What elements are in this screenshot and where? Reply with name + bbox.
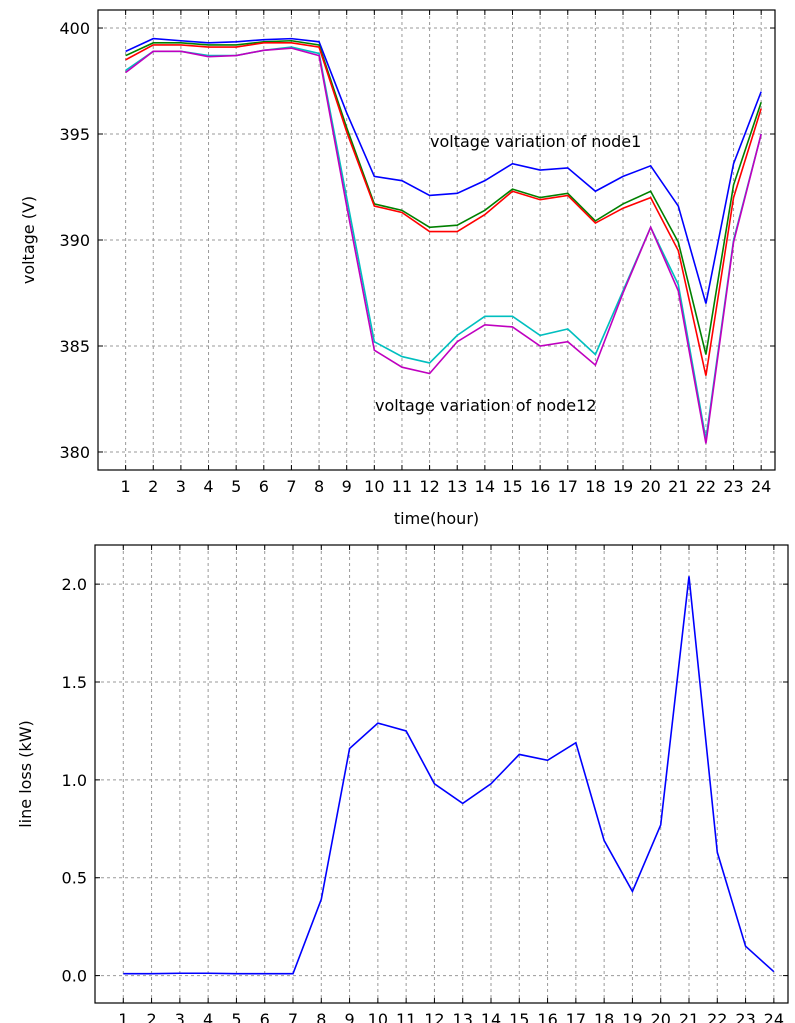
data-line [125, 37, 762, 304]
x-tick-label: 22 [707, 1010, 727, 1023]
x-tick-label: 19 [613, 477, 633, 496]
y-tick-label: 390 [59, 231, 90, 250]
y-tick-label: 1.0 [62, 771, 87, 790]
x-tick-label: 18 [594, 1010, 614, 1023]
x-tick-label: 17 [566, 1010, 586, 1023]
y-tick-label: 400 [59, 19, 90, 38]
y-tick-label: 1.5 [62, 673, 87, 692]
axes-frame [94, 544, 789, 1004]
x-tick-label: 5 [231, 477, 241, 496]
data-line [125, 42, 762, 376]
x-tick-label: 24 [764, 1010, 784, 1023]
x-tick-label: 18 [585, 477, 605, 496]
axes-frame [97, 9, 776, 471]
x-tick-label: 23 [723, 477, 743, 496]
annotation: voltage variation of node12 [375, 396, 597, 415]
x-tick-label: 23 [735, 1010, 755, 1023]
data-line [123, 576, 775, 975]
y-tick-label: 380 [59, 443, 90, 462]
x-tick-label: 21 [668, 477, 688, 496]
x-tick-label: 10 [364, 477, 384, 496]
x-tick-label: 14 [481, 1010, 501, 1023]
x-tick-label: 5 [231, 1010, 241, 1023]
x-tick-label: 11 [392, 477, 412, 496]
x-tick-label: 9 [342, 477, 352, 496]
x-tick-label: 22 [696, 477, 716, 496]
x-tick-label: 7 [288, 1010, 298, 1023]
y-tick-label: 0.0 [62, 967, 87, 986]
data-line [125, 47, 762, 444]
x-tick-label: 2 [148, 477, 158, 496]
x-tick-label: 13 [453, 1010, 473, 1023]
y-tick-label: 2.0 [62, 575, 87, 594]
x-tick-label: 1 [121, 477, 131, 496]
x-tick-label: 9 [344, 1010, 354, 1023]
x-tick-label: 21 [679, 1010, 699, 1023]
x-tick-label: 11 [396, 1010, 416, 1023]
x-tick-label: 17 [558, 477, 578, 496]
y-tick-label: 0.5 [62, 869, 87, 888]
x-tick-label: 20 [640, 477, 660, 496]
x-tick-label: 10 [368, 1010, 388, 1023]
y-axis-label: line loss (kW) [16, 720, 35, 828]
x-tick-label: 2 [146, 1010, 156, 1023]
y-tick-label: 395 [59, 125, 90, 144]
x-tick-label: 24 [751, 477, 771, 496]
x-tick-label: 8 [316, 1010, 326, 1023]
x-tick-label: 15 [502, 477, 522, 496]
x-tick-label: 20 [651, 1010, 671, 1023]
x-tick-label: 4 [203, 1010, 213, 1023]
x-tick-label: 14 [475, 477, 495, 496]
x-tick-label: 7 [286, 477, 296, 496]
x-tick-label: 4 [203, 477, 213, 496]
x-tick-label: 12 [419, 477, 439, 496]
x-tick-label: 19 [622, 1010, 642, 1023]
x-tick-label: 13 [447, 477, 467, 496]
x-tick-label: 16 [537, 1010, 557, 1023]
x-tick-label: 6 [260, 1010, 270, 1023]
data-line [125, 39, 762, 355]
x-tick-label: 16 [530, 477, 550, 496]
x-tick-label: 6 [259, 477, 269, 496]
x-tick-label: 3 [175, 1010, 185, 1023]
x-tick-label: 15 [509, 1010, 529, 1023]
annotation: voltage variation of node1 [430, 132, 641, 151]
x-tick-label: 8 [314, 477, 324, 496]
y-tick-label: 385 [59, 337, 90, 356]
x-tick-label: 3 [176, 477, 186, 496]
x-axis-label: time(hour) [394, 509, 479, 528]
x-tick-label: 12 [424, 1010, 444, 1023]
y-axis-label: voltage (V) [19, 196, 38, 284]
plot-area [95, 545, 788, 1003]
x-tick-label: 1 [118, 1010, 128, 1023]
